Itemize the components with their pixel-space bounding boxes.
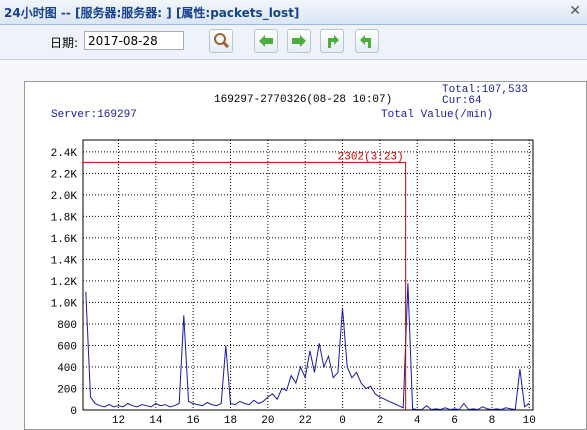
y-tick-label: 2.0K xyxy=(51,191,78,203)
x-tick-label: 12 xyxy=(112,415,125,427)
x-tick-label: 20 xyxy=(261,415,274,427)
current-label: Cur:64 xyxy=(442,95,482,107)
next-button[interactable] xyxy=(287,29,311,53)
marker-line xyxy=(83,161,407,410)
plot-frame xyxy=(82,139,534,411)
marker-label: 2302(3:23) xyxy=(338,151,404,163)
x-tick-label: 6 xyxy=(451,415,458,427)
x-tick-label: 10 xyxy=(523,415,536,427)
x-tick-label: 16 xyxy=(187,415,200,427)
prev-button[interactable] xyxy=(254,29,278,53)
x-tick-label: 18 xyxy=(224,415,237,427)
chart: 169297-2770326(08-28 10:07) Total:107,53… xyxy=(24,81,587,430)
search-button[interactable] xyxy=(209,29,233,53)
x-tick-label: 14 xyxy=(149,415,163,427)
y-tick-label: 1.0K xyxy=(51,298,78,310)
back-button[interactable] xyxy=(320,29,344,53)
x-tick-label: 4 xyxy=(414,415,421,427)
server-label: Server:169297 xyxy=(51,109,137,121)
data-line xyxy=(85,283,530,411)
y-tick-label: 0 xyxy=(70,406,77,418)
date-input[interactable]: 2017-08-28 xyxy=(84,31,184,50)
y-tick-label: 600 xyxy=(57,341,77,353)
x-tick-label: 0 xyxy=(339,415,346,427)
y-tick-label: 1.8K xyxy=(51,212,78,224)
title-bar: 24小时图 -- [服务器:服务器: ] [属性:packets_lost] ✕ xyxy=(0,0,587,25)
toolbar: 日期: 2017-08-28 xyxy=(0,25,587,60)
y-tick-label: 1.2K xyxy=(51,277,78,289)
window-title: 24小时图 -- [服务器:服务器: ] [属性:packets_lost] xyxy=(4,6,300,20)
y-tick-label: 1.6K xyxy=(51,234,78,246)
x-tick-label: 8 xyxy=(489,415,496,427)
y-tick-label: 800 xyxy=(57,320,77,332)
date-label: 日期: xyxy=(50,36,79,50)
y-axis-label: Total Value(/min) xyxy=(381,109,493,121)
forward-button[interactable] xyxy=(355,29,379,53)
y-tick-label: 200 xyxy=(57,384,77,396)
y-tick-label: 400 xyxy=(57,363,77,375)
y-tick-label: 2.2K xyxy=(51,169,78,181)
y-tick-label: 1.4K xyxy=(51,255,78,267)
y-tick-label: 2.4K xyxy=(51,148,78,160)
total-label: Total:107,533 xyxy=(442,84,528,96)
x-tick-label: 2 xyxy=(377,415,384,427)
chart-title: 169297-2770326(08-28 10:07) xyxy=(214,94,392,106)
x-tick-label: 22 xyxy=(299,415,312,427)
close-button[interactable]: ✕ xyxy=(569,3,581,19)
